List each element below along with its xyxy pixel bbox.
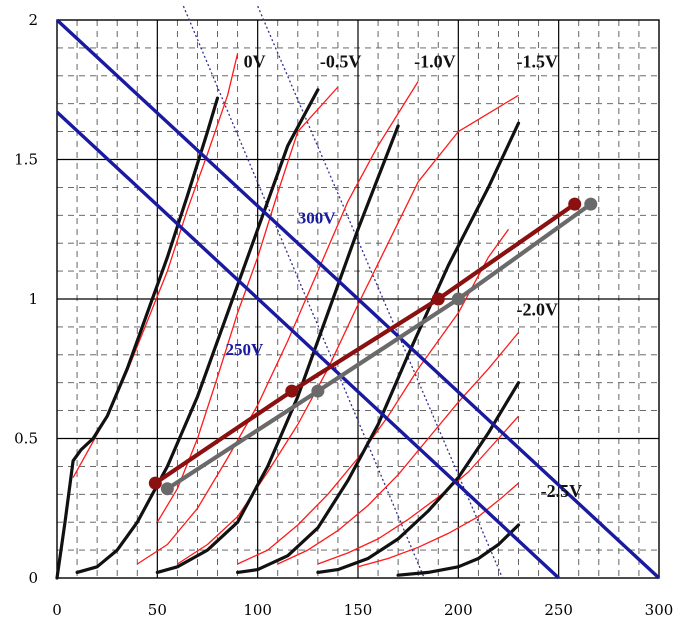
- load-line-label: 300V: [298, 209, 337, 228]
- plot-frame: [56, 19, 660, 579]
- grid-voltage-label: -0.5V: [320, 51, 362, 71]
- grid-voltage-label: -1.0V: [414, 51, 456, 71]
- operating-point: [285, 384, 299, 398]
- y-tick-label: 0: [28, 569, 38, 587]
- operating-line: [153, 202, 577, 486]
- red-curve: [156, 86, 339, 523]
- dotted-line: [182, 5, 425, 579]
- load-line: [55, 110, 560, 580]
- black-curve: [75, 88, 320, 575]
- operating-line: [165, 202, 593, 491]
- black-curve: [236, 121, 521, 575]
- black-curve: [316, 381, 521, 575]
- operating-point: [311, 384, 325, 398]
- red-curve: [277, 332, 520, 565]
- x-axis-ticks: 0 50 100 150 200 250 300: [52, 601, 673, 619]
- grid-voltage-label: -2.0V: [517, 300, 559, 320]
- black-curve: [55, 96, 220, 580]
- operating-point: [584, 197, 598, 211]
- curve-labels: 0V -0.5V -1.0V -1.5V -2.0V -2.5V 300V 250V: [226, 51, 583, 501]
- x-tick-label: 300: [645, 601, 674, 619]
- black-curve: [155, 124, 400, 575]
- y-tick-label: 1: [28, 290, 38, 308]
- black-plate-curves: [55, 88, 521, 580]
- operating-point: [148, 476, 162, 490]
- x-tick-label: 100: [243, 601, 272, 619]
- operating-point: [568, 197, 582, 211]
- dotted-line: [257, 5, 504, 579]
- x-tick-label: 0: [52, 601, 62, 619]
- operating-point: [160, 482, 174, 496]
- grid-voltage-label: -2.5V: [541, 481, 583, 501]
- operating-point: [451, 292, 465, 306]
- plot-border: [56, 19, 660, 579]
- x-tick-label: 150: [344, 601, 373, 619]
- load-line: [55, 18, 661, 580]
- red-curve: [136, 81, 419, 565]
- y-tick-label: 0.5: [14, 430, 38, 448]
- x-tick-label: 250: [544, 601, 573, 619]
- x-tick-label: 200: [444, 601, 473, 619]
- x-tick-label: 50: [148, 601, 167, 619]
- y-axis-ticks: 0 0.5 1 1.5 2: [14, 11, 38, 587]
- y-tick-label: 1.5: [14, 151, 38, 169]
- dotted-lines: [182, 5, 504, 579]
- load-line-label: 250V: [226, 340, 265, 359]
- operating-lines: [148, 197, 598, 496]
- red-curve: [357, 482, 519, 568]
- grid-voltage-label: -1.5V: [517, 51, 559, 71]
- operating-point: [431, 292, 445, 306]
- y-tick-label: 2: [28, 11, 38, 29]
- grid-voltage-label: 0V: [244, 51, 266, 71]
- red-curve: [317, 415, 519, 565]
- black-curve: [396, 523, 521, 577]
- load-lines: [55, 18, 661, 580]
